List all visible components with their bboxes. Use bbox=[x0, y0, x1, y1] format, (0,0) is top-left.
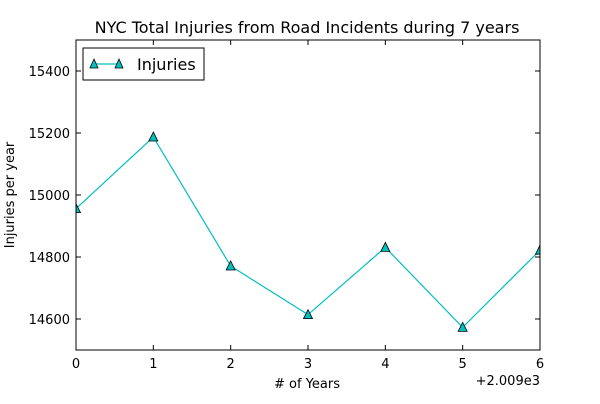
y-tick-label: 15200 bbox=[29, 127, 70, 142]
data-point-1 bbox=[148, 131, 159, 142]
data-point-0 bbox=[76, 202, 82, 214]
y-tick-label: 15400 bbox=[29, 65, 70, 80]
data-point-3 bbox=[302, 308, 314, 320]
x-tick-label: 6 bbox=[536, 357, 544, 372]
y-tick-label: 14600 bbox=[29, 313, 70, 328]
y-tick-label: 14800 bbox=[29, 251, 70, 266]
axes: 0 1 2 3 4 5 6 14600 14800 15000 15200 15400 bbox=[29, 39, 544, 372]
y-axis-label: Injuries per year bbox=[3, 141, 18, 248]
series-injuries bbox=[76, 131, 540, 332]
legend-marker-left bbox=[89, 58, 99, 69]
data-point-5 bbox=[457, 321, 468, 332]
x-tick-label: 5 bbox=[459, 357, 467, 372]
data-point-6 bbox=[534, 244, 540, 255]
x-tick-label: 3 bbox=[304, 357, 312, 372]
chart-title: NYC Total Injuries from Road Incidents d… bbox=[95, 18, 520, 37]
legend-marker-right bbox=[114, 58, 124, 69]
x-tick-label: 2 bbox=[227, 357, 235, 372]
legend: Injuries bbox=[82, 47, 205, 81]
data-point-4 bbox=[380, 241, 391, 252]
x-tick-label: 4 bbox=[381, 357, 389, 372]
y-tick-label: 15000 bbox=[29, 189, 70, 204]
data-point-2 bbox=[225, 260, 236, 271]
x-axis-label: # of Years bbox=[274, 377, 340, 392]
x-tick-label: 1 bbox=[149, 357, 157, 372]
plot-area bbox=[76, 131, 540, 332]
legend-label-injuries: Injuries bbox=[137, 55, 196, 74]
x-tick-label: 0 bbox=[72, 357, 80, 372]
x-axis-offset-label: +2.009e3 bbox=[476, 374, 540, 389]
